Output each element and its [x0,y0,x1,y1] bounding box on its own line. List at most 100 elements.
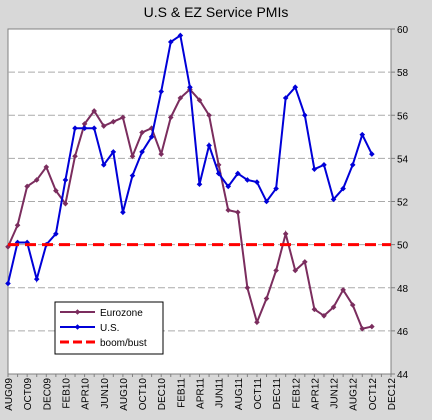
x-tick-label: APR12 [310,378,321,410]
data-point-eurozone [72,153,78,160]
data-point-u-s [244,177,251,183]
data-point-eurozone [91,108,97,114]
legend-label-eurozone: Eurozone [100,308,143,319]
data-point-eurozone [330,304,337,310]
data-point-eurozone [81,121,88,127]
data-point-eurozone [235,209,241,216]
data-point-u-s [369,151,375,157]
data-point-u-s [302,112,308,119]
data-point-u-s [340,185,346,192]
data-point-eurozone [311,306,318,313]
data-point-eurozone [244,284,251,291]
x-tick-label: APR10 [81,378,92,410]
data-point-eurozone [225,207,232,213]
data-point-u-s [196,181,203,188]
data-point-eurozone [349,302,356,308]
data-point-u-s [81,125,88,131]
y-tick-label: 60 [397,25,409,36]
data-point-eurozone [302,259,308,265]
data-point-eurozone [177,95,184,101]
data-point-eurozone [263,295,270,302]
data-point-u-s [148,134,155,140]
legend: Eurozone U.S. boom/bust [54,301,164,355]
data-point-eurozone [273,267,279,274]
x-tick-label: AUG12 [349,378,360,411]
y-axis-ticks: 44 46 48 50 52 54 56 58 60 [391,25,409,381]
data-point-u-s [100,162,107,168]
data-point-u-s [311,166,318,172]
x-tick-label: JUN11 [215,378,226,408]
data-point-eurozone [196,97,203,103]
data-point-u-s [225,183,232,190]
data-point-eurozone [139,129,145,136]
data-point-u-s [235,170,241,177]
legend-label-boom-bust: boom/bust [100,338,147,349]
y-tick-label: 56 [397,111,409,122]
x-tick-label: APR11 [196,378,207,409]
data-point-eurozone [340,287,346,293]
data-point-u-s [5,280,11,287]
x-tick-label: OCT10 [138,378,149,411]
data-point-eurozone [43,164,50,170]
x-tick-label: FEB11 [176,378,187,408]
x-tick-label: DEC11 [272,378,283,410]
y-tick-label: 54 [397,154,409,165]
y-tick-label: 50 [397,241,409,252]
legend-marker-eurozone [74,309,81,315]
data-point-eurozone [292,267,299,274]
data-point-u-s [72,125,78,131]
data-point-eurozone [110,118,117,125]
data-point-eurozone [369,323,375,330]
x-tick-label: AUG09 [4,378,15,411]
data-point-u-s [282,95,289,101]
x-tick-label: OCT11 [253,378,264,410]
data-point-u-s [33,276,40,282]
x-tick-label: AUG11 [234,378,245,410]
y-tick-label: 48 [397,284,409,295]
data-point-eurozone [24,183,30,190]
x-tick-label: DEC10 [157,378,168,411]
x-axis-ticks: AUG09 OCT09 DEC09 FEB10 APR10 JUN10 AUG10 OCT10… [4,374,398,411]
data-point-u-s [129,172,136,179]
data-point-u-s [273,185,279,192]
series-layer [5,32,391,332]
data-point-eurozone [254,319,260,326]
data-point-eurozone [129,153,136,160]
x-tick-label: JUN12 [330,378,341,409]
legend-marker-u-s [74,324,81,330]
data-point-u-s [139,149,145,155]
data-point-eurozone [167,114,174,121]
data-point-u-s [330,196,337,203]
y-tick-label: 44 [397,370,409,381]
data-point-eurozone [120,114,126,121]
data-point-u-s [254,179,260,185]
data-point-eurozone [62,200,69,207]
data-point-u-s [53,231,59,237]
data-point-u-s [120,209,126,216]
y-tick-label: 58 [397,68,409,79]
data-point-eurozone [206,112,212,119]
data-point-eurozone [215,162,222,168]
data-point-u-s [349,162,356,168]
data-point-u-s [215,170,222,177]
x-tick-label: JUN10 [100,378,111,409]
y-tick-label: 52 [397,198,409,209]
data-point-eurozone [53,187,59,194]
data-point-eurozone [158,151,164,157]
x-tick-label: OCT12 [368,378,379,411]
data-point-u-s [158,88,164,95]
data-point-eurozone [100,123,107,129]
x-tick-label: DEC09 [42,378,53,411]
data-point-u-s [167,39,174,45]
data-point-u-s [187,84,193,91]
data-point-eurozone [33,177,40,183]
data-point-u-s [359,131,366,138]
data-point-eurozone [321,312,327,319]
data-point-u-s [110,149,117,155]
y-tick-label: 46 [397,327,409,338]
x-tick-label: FEB10 [61,378,72,409]
data-point-u-s [177,32,184,39]
data-point-u-s [263,198,270,205]
data-point-eurozone [282,231,289,237]
